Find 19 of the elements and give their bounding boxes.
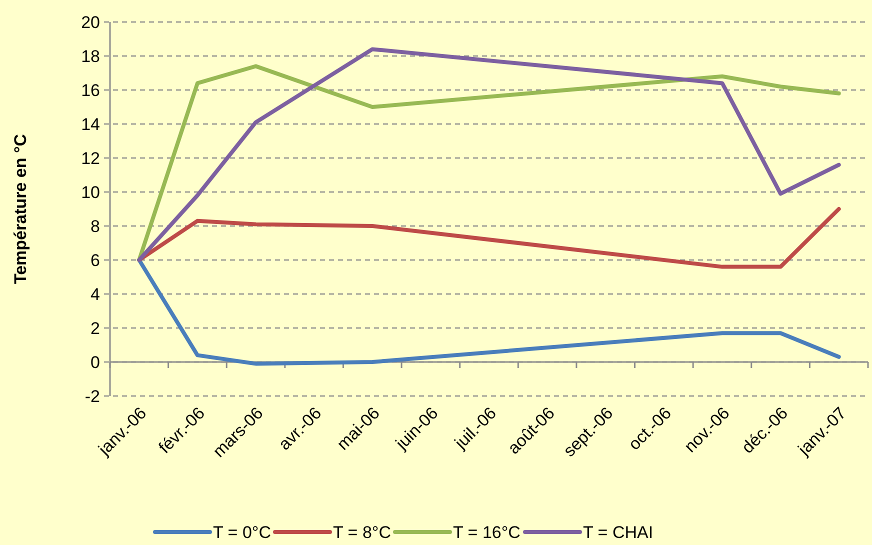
y-tick-label: 8 [90, 216, 100, 236]
line-series [137, 258, 841, 366]
y-tick-label: 18 [81, 46, 100, 66]
y-tick-label: -2 [84, 386, 100, 406]
y-tick-label: 14 [81, 114, 100, 134]
y-tick-label: 0 [90, 352, 100, 372]
y-axis-title: Température en °C [11, 134, 30, 284]
y-tick-label: 2 [90, 318, 100, 338]
y-tick-label: 6 [90, 250, 100, 270]
legend-label: T = 8°C [333, 522, 391, 542]
legend-label: T = CHAI [583, 522, 654, 542]
legend-label: T = 16°C [453, 522, 520, 542]
y-tick-label: 4 [90, 284, 100, 304]
y-tick-label: 12 [81, 148, 100, 168]
y-tick-label: 20 [81, 12, 100, 32]
line-series [137, 207, 841, 269]
y-tick-label: 10 [81, 182, 100, 202]
y-tick-label: 16 [81, 80, 100, 100]
legend-label: T = 0°C [213, 522, 271, 542]
